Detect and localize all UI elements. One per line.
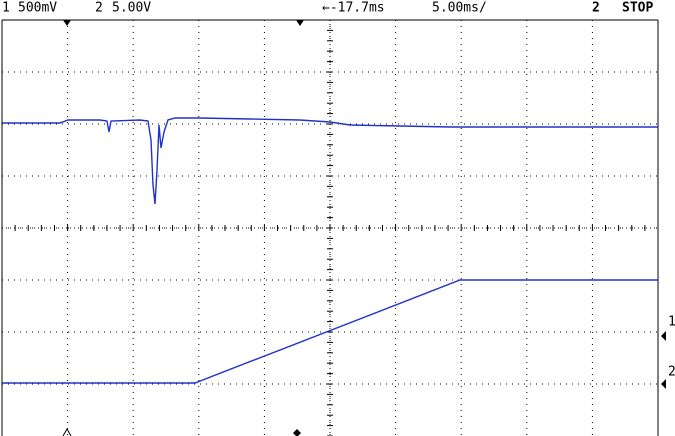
ch2-ground-arrow (661, 379, 666, 389)
ch1-scale: 500mV (18, 1, 57, 16)
ch2-label: 2 (95, 1, 103, 16)
run-state: STOP (622, 1, 653, 16)
marker-bottom (62, 427, 72, 436)
ch1-waveform (2, 117, 658, 205)
trigger-position: ←-17.7ms (322, 1, 385, 16)
trigger-source: 2 (592, 1, 600, 16)
ch2-waveform (2, 279, 658, 384)
graticule (1, 19, 658, 436)
ch1-label: 1 (2, 1, 10, 16)
marker-trigger-top (296, 20, 304, 26)
ch2-scale: 5.00V (112, 1, 151, 16)
marker-trigger-bottom (293, 429, 301, 436)
ch2-ground-label: 2 (668, 365, 675, 380)
marker-top (63, 20, 71, 26)
timebase: 5.00ms/ (432, 1, 487, 16)
ch1-ground-arrow (661, 331, 666, 341)
ch1-ground-label: 1 (668, 315, 675, 330)
